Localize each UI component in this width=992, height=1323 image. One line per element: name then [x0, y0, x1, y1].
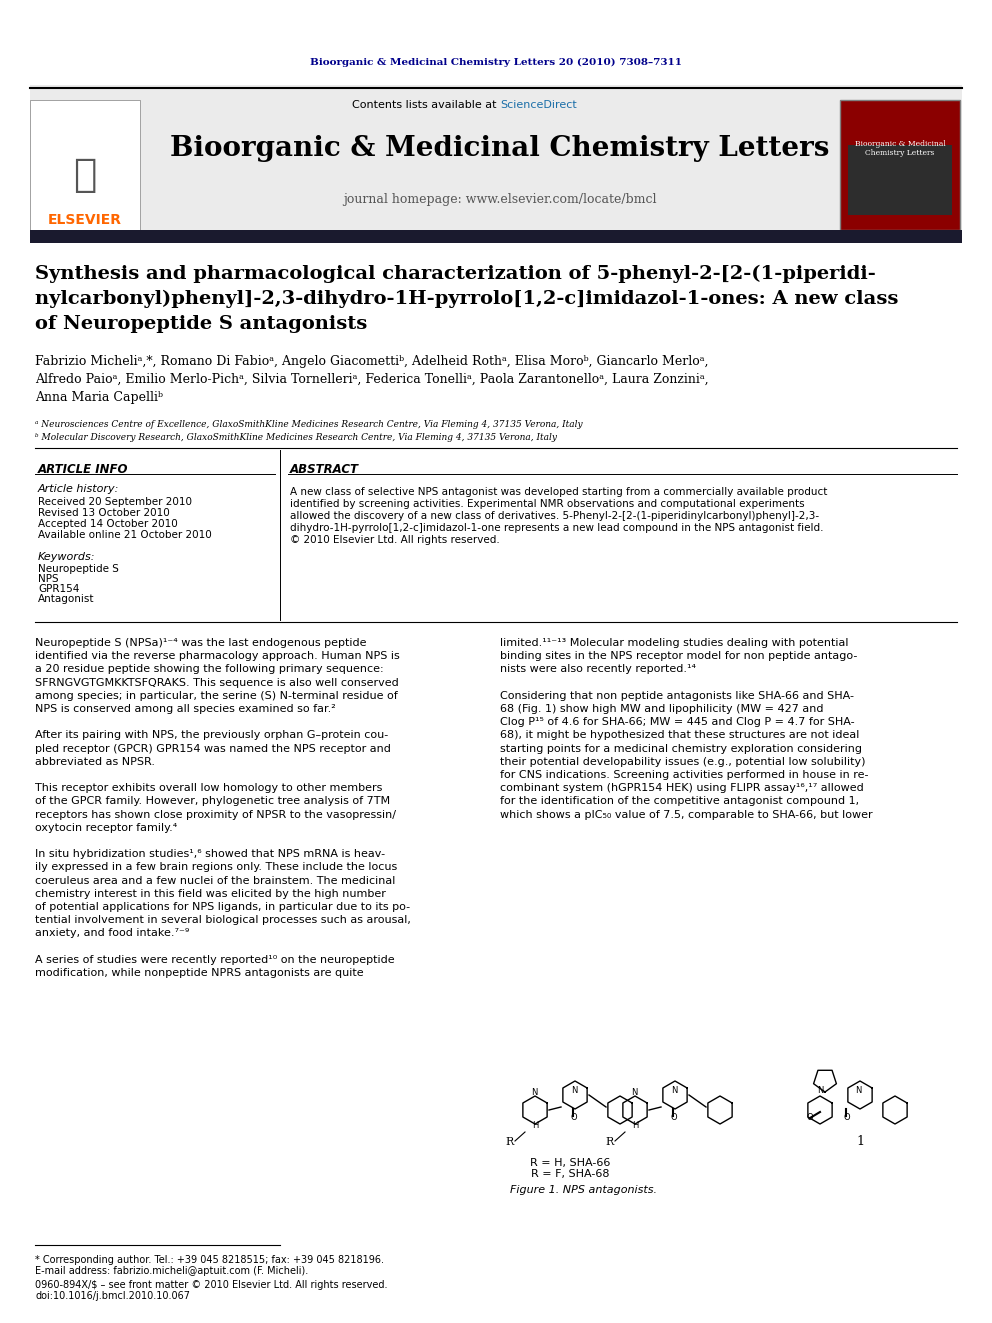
- Text: O: O: [570, 1113, 577, 1122]
- Bar: [840, 101, 960, 230]
- Bar: [30, 85, 962, 230]
- Text: ABSTRACT: ABSTRACT: [290, 463, 359, 476]
- Text: identified by screening activities. Experimental NMR observations and computatio: identified by screening activities. Expe…: [290, 499, 805, 509]
- Text: ScienceDirect: ScienceDirect: [500, 101, 576, 110]
- Text: of Neuropeptide S antagonists: of Neuropeptide S antagonists: [35, 315, 367, 333]
- Text: A new class of selective NPS antagonist was developed starting from a commercial: A new class of selective NPS antagonist …: [290, 487, 827, 497]
- Text: Contents lists available at: Contents lists available at: [352, 101, 500, 110]
- Text: R: R: [606, 1136, 614, 1147]
- Text: N: N: [631, 1088, 637, 1097]
- Text: R = H, SHA-66: R = H, SHA-66: [530, 1158, 610, 1168]
- Text: Figure 1. NPS antagonists.: Figure 1. NPS antagonists.: [510, 1185, 657, 1195]
- Text: allowed the discovery of a new class of derivatives. 5-Phenyl-2-[2-(1-piperidiny: allowed the discovery of a new class of …: [290, 511, 819, 521]
- Text: O: O: [806, 1113, 813, 1122]
- Text: ᵃ Neurosciences Centre of Excellence, GlaxoSmithKline Medicines Research Centre,: ᵃ Neurosciences Centre of Excellence, Gl…: [35, 419, 582, 429]
- Text: Keywords:: Keywords:: [38, 552, 95, 562]
- Text: doi:10.1016/j.bmcl.2010.10.067: doi:10.1016/j.bmcl.2010.10.067: [35, 1291, 190, 1301]
- Text: N: N: [671, 1086, 678, 1095]
- Text: N: N: [816, 1086, 823, 1095]
- Text: Available online 21 October 2010: Available online 21 October 2010: [38, 531, 211, 540]
- Text: ELSEVIER: ELSEVIER: [48, 213, 122, 228]
- Text: Neuropeptide S: Neuropeptide S: [38, 564, 119, 574]
- Text: Alfredo Paioᵃ, Emilio Merlo-Pichᵃ, Silvia Tornelleriᵃ, Federica Tonelliᵃ, Paola : Alfredo Paioᵃ, Emilio Merlo-Pichᵃ, Silvi…: [35, 373, 708, 386]
- Text: E-mail address: fabrizio.micheli@aptuit.com (F. Micheli).: E-mail address: fabrizio.micheli@aptuit.…: [35, 1266, 309, 1275]
- Text: limited.¹¹⁻¹³ Molecular modeling studies dealing with potential
binding sites in: limited.¹¹⁻¹³ Molecular modeling studies…: [500, 638, 873, 820]
- Bar: [30, 230, 962, 243]
- Text: 🌳: 🌳: [73, 156, 96, 194]
- Text: journal homepage: www.elsevier.com/locate/bmcl: journal homepage: www.elsevier.com/locat…: [343, 193, 657, 206]
- Text: H: H: [532, 1121, 539, 1130]
- Text: ᵇ Molecular Discovery Research, GlaxoSmithKline Medicines Research Centre, Via F: ᵇ Molecular Discovery Research, GlaxoSmi…: [35, 433, 557, 442]
- Bar: [848, 146, 952, 216]
- Text: H: H: [632, 1121, 638, 1130]
- Text: GPR154: GPR154: [38, 583, 79, 594]
- Text: 1: 1: [856, 1135, 864, 1148]
- Bar: [500, 1000, 950, 1220]
- Text: © 2010 Elsevier Ltd. All rights reserved.: © 2010 Elsevier Ltd. All rights reserved…: [290, 534, 500, 545]
- Text: Bioorganic & Medicinal Chemistry Letters: Bioorganic & Medicinal Chemistry Letters: [171, 135, 829, 161]
- Text: N: N: [855, 1086, 861, 1095]
- Text: O: O: [843, 1113, 850, 1122]
- Text: Bioorganic & Medicinal Chemistry Letters 20 (2010) 7308–7311: Bioorganic & Medicinal Chemistry Letters…: [310, 57, 682, 66]
- Text: NPS: NPS: [38, 574, 59, 583]
- Text: Received 20 September 2010: Received 20 September 2010: [38, 497, 192, 507]
- Text: R = F, SHA-68: R = F, SHA-68: [531, 1170, 609, 1179]
- Text: Anna Maria Capelliᵇ: Anna Maria Capelliᵇ: [35, 392, 163, 404]
- Text: Fabrizio Micheliᵃ,*, Romano Di Fabioᵃ, Angelo Giacomettiᵇ, Adelheid Rothᵃ, Elisa: Fabrizio Micheliᵃ,*, Romano Di Fabioᵃ, A…: [35, 355, 708, 368]
- Text: Synthesis and pharmacological characterization of 5-phenyl-2-[2-(1-piperidi-: Synthesis and pharmacological characteri…: [35, 265, 876, 283]
- Text: dihydro-1H-pyrrolo[1,2-c]imidazol-1-one represents a new lead compound in the NP: dihydro-1H-pyrrolo[1,2-c]imidazol-1-one …: [290, 523, 823, 533]
- Text: 0960-894X/$ – see front matter © 2010 Elsevier Ltd. All rights reserved.: 0960-894X/$ – see front matter © 2010 El…: [35, 1279, 388, 1290]
- Text: Revised 13 October 2010: Revised 13 October 2010: [38, 508, 170, 519]
- Text: nylcarbonyl)phenyl]-2,3-dihydro-1H-pyrrolo[1,2-c]imidazol-1-ones: A new class: nylcarbonyl)phenyl]-2,3-dihydro-1H-pyrro…: [35, 290, 899, 308]
- Text: N: N: [531, 1088, 538, 1097]
- Text: N: N: [570, 1086, 577, 1095]
- Text: Accepted 14 October 2010: Accepted 14 October 2010: [38, 519, 178, 529]
- Text: Neuropeptide S (NPSa)¹⁻⁴ was the last endogenous peptide
identified via the reve: Neuropeptide S (NPSa)¹⁻⁴ was the last en…: [35, 638, 411, 978]
- Text: R: R: [506, 1136, 514, 1147]
- Text: O: O: [671, 1113, 678, 1122]
- Text: Antagonist: Antagonist: [38, 594, 94, 605]
- Text: Bioorganic & Medicinal
Chemistry Letters: Bioorganic & Medicinal Chemistry Letters: [855, 140, 945, 157]
- Text: * Corresponding author. Tel.: +39 045 8218515; fax: +39 045 8218196.: * Corresponding author. Tel.: +39 045 82…: [35, 1256, 384, 1265]
- Text: Article history:: Article history:: [38, 484, 119, 493]
- Bar: [30, 101, 140, 230]
- Text: ARTICLE INFO: ARTICLE INFO: [38, 463, 129, 476]
